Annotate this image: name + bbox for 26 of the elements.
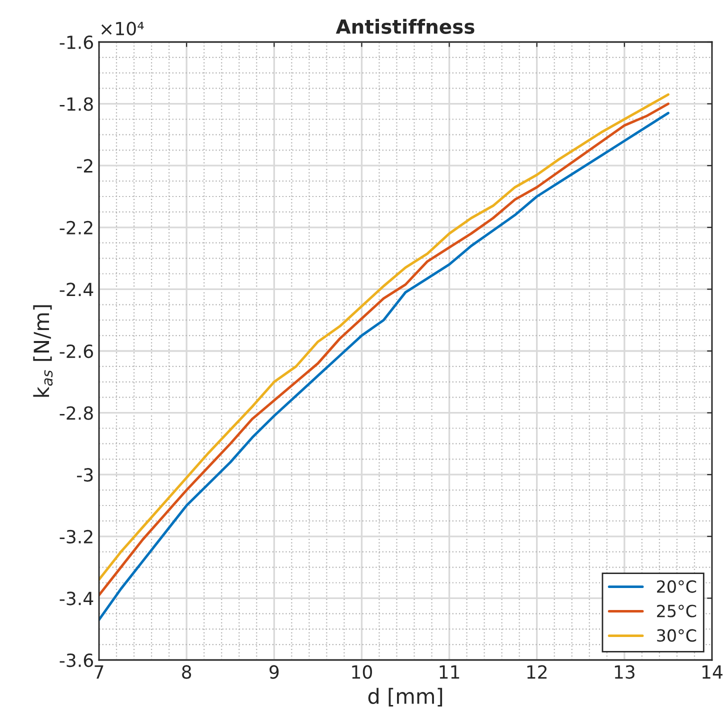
y-tick-label: -1.8: [60, 97, 93, 111]
y-tick-label: -2.6: [60, 344, 94, 358]
y-tick-label: -2.4: [60, 282, 94, 296]
x-tick-label: 13: [614, 665, 634, 679]
x-tick-label: 10: [352, 665, 372, 679]
y-tick-label: -3.4: [60, 592, 94, 606]
x-tick-label: 8: [182, 665, 192, 679]
x-tick-label: 11: [440, 665, 460, 679]
x-tick-label: 7: [94, 665, 104, 679]
y-tick-label: -2: [77, 159, 92, 172]
legend-label: 20°C: [657, 580, 696, 593]
legend-label: 30°C: [657, 629, 696, 642]
chart-title: Antistiffness: [336, 18, 474, 34]
y-tick-label: -2.2: [60, 220, 92, 234]
y-tick-label: -1.6: [60, 35, 94, 50]
x-tick-label: 12: [527, 665, 547, 679]
y-tick-label: -3.2: [60, 530, 92, 544]
y-axis-title: k$_{as}$ [N/m]: [33, 305, 53, 397]
text: ×10⁴: [101, 22, 144, 36]
legend-label: 25°C: [657, 604, 696, 618]
y-tick-label: -2.8: [60, 406, 93, 420]
x-tick-label: 9: [270, 665, 279, 679]
y-tick-label: -3: [77, 468, 93, 482]
y-tick-label: -3.6: [60, 653, 94, 668]
x-tick-label: 14: [702, 665, 722, 679]
x-axis-title: d [mm]: [368, 688, 442, 706]
